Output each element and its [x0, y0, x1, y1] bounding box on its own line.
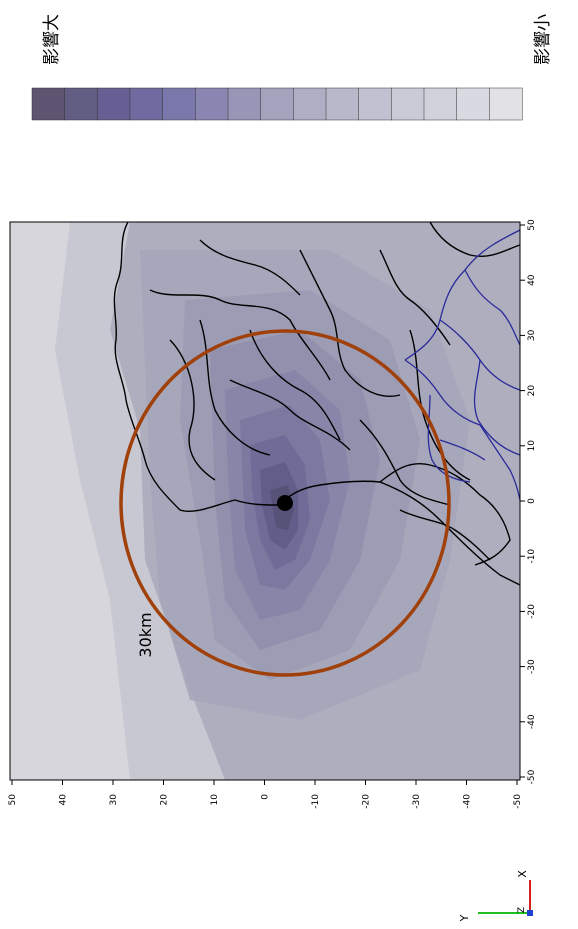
- border-inner-2: [199, 319, 271, 456]
- border-inner-3: [169, 339, 216, 481]
- border-inner-8: [359, 419, 451, 506]
- border-inner-6: [379, 249, 451, 346]
- border-north-1: [429, 221, 521, 257]
- blue-border-4: [404, 359, 481, 426]
- border-inner-9: [409, 329, 471, 481]
- legend-swatch: [227, 87, 262, 121]
- tick-label: -40: [527, 714, 537, 729]
- border-inner-7: [229, 379, 351, 451]
- tick-label: -20: [527, 604, 537, 619]
- legend-swatch: [260, 87, 294, 121]
- tick-label: -50: [513, 794, 523, 809]
- axis-indicator: X Y Z: [458, 870, 533, 922]
- tick-label: 10: [527, 440, 537, 452]
- map-borders-blue: [404, 229, 521, 501]
- tick-label: 30: [527, 329, 537, 341]
- border-inner-1: [149, 289, 331, 381]
- blue-border-8: [439, 439, 486, 461]
- legend-swatch: [423, 87, 458, 121]
- legend-low-label: 影響小: [533, 14, 553, 65]
- y-axis-label: Y: [458, 914, 471, 922]
- tick-label: -30: [412, 794, 422, 809]
- tick-label: -20: [362, 794, 372, 809]
- legend-color-scale: [31, 87, 523, 121]
- legend: 影響大 影響小: [31, 14, 553, 121]
- tick-label: -30: [527, 659, 537, 674]
- tick-label: -50: [527, 769, 537, 784]
- tick-label: 30: [109, 794, 119, 806]
- tick-label: 50: [527, 219, 537, 231]
- blue-border-1: [404, 229, 521, 361]
- legend-swatch: [391, 87, 425, 121]
- tick-label: 0: [261, 794, 271, 800]
- border-north-2: [199, 239, 301, 296]
- tick-label: 40: [59, 794, 69, 806]
- tick-label: 20: [527, 385, 537, 397]
- epicenter-marker: [277, 495, 293, 511]
- legend-swatch: [129, 87, 164, 121]
- border-peninsula-2: [399, 509, 491, 561]
- radius-30km-circle: [119, 329, 451, 677]
- legend-swatch: [489, 87, 523, 121]
- blue-border-5: [473, 359, 521, 456]
- tick-label: 20: [160, 794, 170, 806]
- tick-label: 10: [210, 794, 220, 806]
- border-inner-4: [249, 329, 341, 441]
- legend-high-label: 影響大: [42, 14, 62, 65]
- z-axis-marker: [527, 910, 533, 916]
- legend-swatch: [293, 87, 327, 121]
- legend-swatch: [97, 87, 131, 121]
- tick-label: 0: [527, 498, 537, 504]
- legend-swatch: [358, 87, 392, 121]
- x-axis-label: X: [516, 870, 529, 878]
- distance-label: 30km: [136, 612, 155, 657]
- tick-label: 50: [8, 794, 18, 806]
- z-axis-label: Z: [517, 907, 527, 913]
- border-peninsula: [379, 463, 511, 566]
- tick-label: -10: [311, 794, 321, 809]
- legend-swatch: [162, 87, 196, 121]
- y-axis-ticks: -50 -40 -30 -20 -10 0 10 20 30 40 50: [8, 780, 523, 809]
- blue-border-7: [479, 424, 521, 501]
- tick-label: -40: [463, 794, 473, 809]
- contour-lighter-left: [10, 222, 130, 780]
- x-axis-ticks: -50 -40 -30 -20 -10 0 10 20 30 40 50: [520, 219, 537, 784]
- tick-label: 40: [527, 274, 537, 286]
- map-panel: 30km: [9, 221, 521, 781]
- coastline-main: [113, 221, 521, 586]
- legend-swatch: [195, 87, 229, 121]
- legend-swatch: [325, 87, 360, 121]
- blue-border-6: [427, 394, 471, 483]
- legend-swatch: [31, 87, 66, 121]
- blue-border-2: [464, 269, 521, 346]
- legend-swatch: [64, 87, 98, 121]
- legend-swatch: [456, 87, 490, 121]
- tick-label: -10: [527, 549, 537, 564]
